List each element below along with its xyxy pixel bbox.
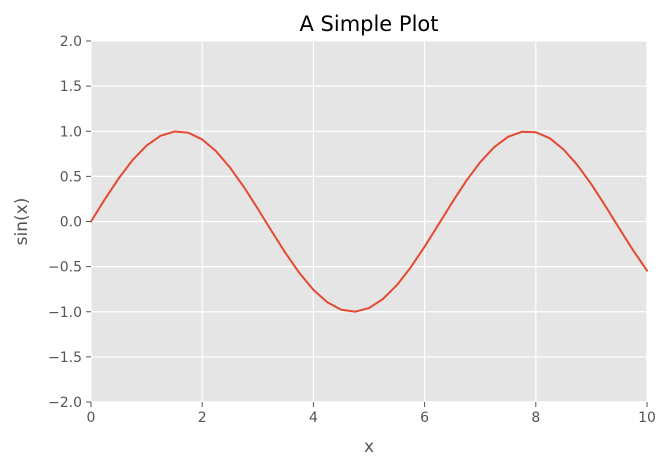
series-layer bbox=[90, 130, 648, 313]
sine-series-line bbox=[90, 130, 648, 313]
y-tick-label: −1.0 bbox=[48, 305, 82, 321]
x-axis: 0 2 4 6 8 10 bbox=[87, 402, 656, 426]
y-axis-label: sin(x) bbox=[12, 198, 32, 246]
y-tick-label: 0.5 bbox=[60, 169, 82, 185]
y-tick-label: 1.5 bbox=[60, 79, 82, 95]
y-axis: −2.0 −1.5 −1.0 −0.5 0.0 0.5 1.0 1.5 2.0 bbox=[48, 34, 91, 411]
grid bbox=[90, 40, 648, 403]
x-tick-label: 4 bbox=[309, 410, 318, 426]
y-tick-label: −0.5 bbox=[48, 260, 82, 276]
chart-title: A Simple Plot bbox=[299, 12, 438, 36]
x-tick-label: 6 bbox=[420, 410, 429, 426]
x-axis-label: x bbox=[364, 437, 374, 457]
y-tick-label: 0.0 bbox=[60, 215, 82, 231]
x-tick-label: 0 bbox=[87, 410, 96, 426]
y-tick-label: −1.5 bbox=[48, 350, 82, 366]
x-tick-label: 10 bbox=[638, 410, 656, 426]
y-tick-label: 2.0 bbox=[60, 34, 82, 50]
x-tick-label: 2 bbox=[198, 410, 207, 426]
x-tick-label: 8 bbox=[531, 410, 540, 426]
y-tick-label: −2.0 bbox=[48, 395, 82, 411]
y-tick-label: 1.0 bbox=[60, 124, 82, 140]
